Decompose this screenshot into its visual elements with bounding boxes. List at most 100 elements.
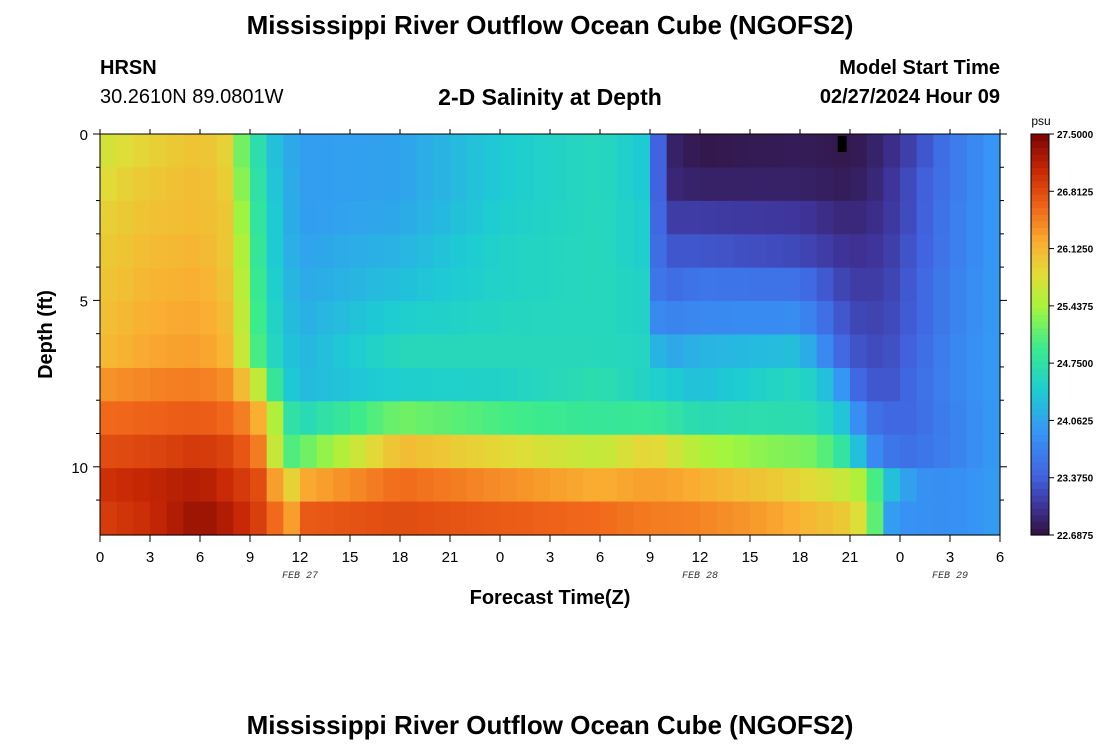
heatmap-cell [433,267,451,302]
heatmap-cell [633,301,651,336]
heatmap-cell [300,367,318,402]
heatmap-cell [183,434,201,469]
heatmap-cell [233,434,251,469]
heatmap-cell [583,267,601,302]
heatmap-cell [816,468,834,503]
heatmap-cell [983,234,1001,269]
heatmap-cell [416,134,434,169]
heatmap-cell [933,200,951,235]
heatmap-cell [100,434,118,469]
heatmap-cell [333,434,351,469]
heatmap-cell [900,134,918,169]
colorbar-segment [1031,354,1049,362]
heatmap-cell [116,501,134,536]
heatmap-cell [866,134,884,169]
heatmap-cell [983,267,1001,302]
heatmap-cell [383,134,401,169]
heatmap-cell [600,367,618,402]
heatmap-cell [883,401,901,436]
heatmap-cell [366,367,384,402]
heatmap-cell [950,167,968,202]
heatmap-cell [333,234,351,269]
heatmap-cell [600,334,618,369]
heatmap-cell [850,234,868,269]
heatmap-cell [800,200,818,235]
colorbar-tick-label: 26.8125 [1057,187,1094,198]
heatmap-cell [600,134,618,169]
heatmap-cell [633,401,651,436]
heatmap-cell [450,468,468,503]
heatmap-cell [316,468,334,503]
heatmap-cell [250,234,268,269]
heatmap-cell [833,501,851,536]
heatmap-cell [566,501,584,536]
heatmap-cell [700,134,718,169]
heatmap-cell [400,334,418,369]
heatmap-cell [800,267,818,302]
colorbar-segment [1031,327,1049,336]
heatmap-cell [283,401,301,436]
heatmap-cell [250,134,268,169]
heatmap-cell [700,167,718,202]
heatmap-cell [916,167,934,202]
heatmap-cell [733,501,751,536]
heatmap-cell [750,134,768,169]
heatmap-cell [900,267,918,302]
heatmap-cell [200,134,218,169]
heatmap-cell [150,468,168,503]
heatmap-cell [600,167,618,202]
heatmap-cell [450,234,468,269]
heatmap-cell [700,468,718,503]
heatmap-cell [216,134,234,169]
colorbar-tick-label: 22.6875 [1057,531,1094,542]
heatmap-cell [450,334,468,369]
heatmap-cell [100,501,118,536]
heatmap-cell [350,134,368,169]
x-axis-title: Forecast Time(Z) [470,587,631,609]
heatmap-cell [983,334,1001,369]
heatmap-cell [550,200,568,235]
heatmap-cell [533,134,551,169]
heatmap-cell [516,367,534,402]
x-tick-label: 3 [146,549,154,566]
heatmap-cell [800,468,818,503]
heatmap-cell [750,401,768,436]
heatmap-cell [116,200,134,235]
heatmap-cell [216,401,234,436]
heatmap-cell [650,468,668,503]
heatmap-cell [683,367,701,402]
heatmap-cell [450,301,468,336]
heatmap-cell [800,334,818,369]
heatmap-cell [783,134,801,169]
x-tick-label: 15 [342,549,359,566]
heatmap-cell [333,367,351,402]
heatmap-cell [166,301,184,336]
heatmap-cell [966,167,984,202]
heatmap-cell [416,301,434,336]
heatmap-cell [850,468,868,503]
heatmap-cell [150,267,168,302]
heatmap-cell [616,434,634,469]
heatmap-cell [850,434,868,469]
heatmap-cell [633,234,651,269]
heatmap-cell [333,401,351,436]
heatmap-cell [366,434,384,469]
x-tick-label: 3 [546,549,554,566]
heatmap-cell [716,167,734,202]
heatmap-cell [166,234,184,269]
heatmap-cell [366,267,384,302]
heatmap-cell [900,434,918,469]
heatmap-cell [416,167,434,202]
heatmap-cell [100,200,118,235]
heatmap-cell [150,134,168,169]
heatmap-cell [683,200,701,235]
colorbar-tick-label: 24.0625 [1057,416,1094,427]
heatmap-cell [916,301,934,336]
heatmap-cell [550,334,568,369]
colorbar-tick-label: 24.7500 [1057,359,1094,370]
heatmap-cell [766,501,784,536]
heatmap-cell [433,501,451,536]
heatmap-cell [916,200,934,235]
heatmap-cell [266,434,284,469]
x-tick-label: 3 [946,549,954,566]
